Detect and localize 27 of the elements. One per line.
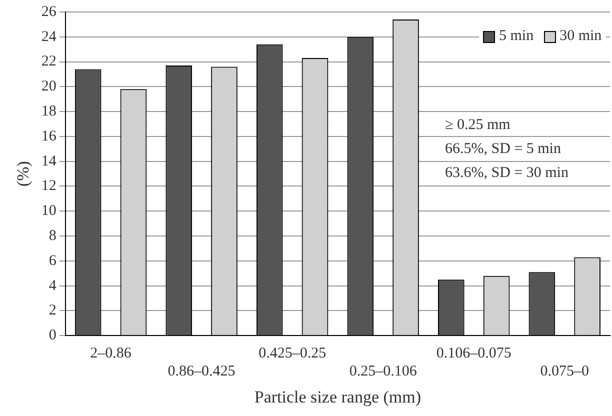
legend-label: 30 min: [560, 28, 602, 45]
x-tick-label: 2–0.86: [90, 346, 132, 362]
y-tick-label: 18: [41, 104, 56, 120]
annotation: 66.5%, SD = 5 min: [445, 140, 562, 157]
y-tick-label: 4: [48, 278, 57, 294]
y-tick-label: 14: [41, 153, 57, 170]
annotation: ≥ 0.25 mm: [445, 116, 511, 133]
x-tick-label: 0.106–0.075: [436, 346, 512, 362]
y-tick-label: 16: [41, 128, 57, 144]
y-tick-label: 20: [41, 78, 56, 95]
x-tick-label: 0.25–0.106: [349, 364, 418, 380]
y-tick-label: 2: [48, 302, 56, 319]
annotation: 63.6%, SD = 30 min: [445, 164, 569, 181]
y-tick-label: 6: [48, 252, 57, 269]
x-tick-label: 0.425–0.25: [258, 346, 326, 362]
y-tick-label: 12: [41, 178, 56, 194]
y-tick-label: 26: [41, 4, 57, 20]
y-tick-label: 24: [41, 28, 57, 45]
y-tick-label: 8: [48, 228, 56, 244]
x-tick-label: 0.075–0: [540, 364, 589, 380]
y-tick-label: 22: [41, 54, 56, 70]
legend-label: 5 min: [499, 28, 534, 45]
y-axis-title: (%): [14, 161, 33, 187]
y-tick-label: 0: [48, 328, 56, 344]
y-tick-label: 10: [41, 203, 56, 220]
x-tick-label: 0.86–0.425: [168, 364, 236, 380]
x-axis-title: Particle size range (mm): [254, 387, 422, 406]
